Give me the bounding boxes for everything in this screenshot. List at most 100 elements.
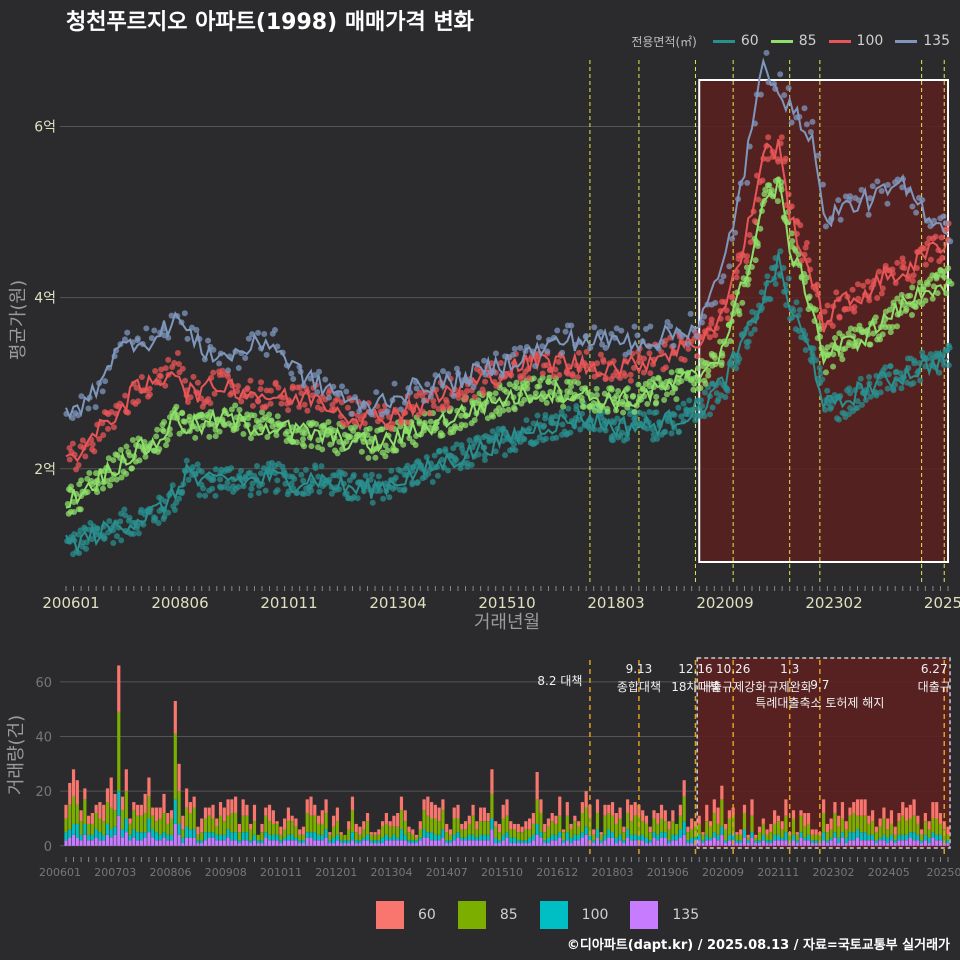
price-point-85 (736, 311, 743, 318)
price-point-100 (146, 391, 153, 398)
legend-swatch-135 (895, 39, 918, 43)
volume-bar-85 (509, 829, 513, 838)
volume-bar-135 (332, 843, 336, 846)
volume-bar-85 (226, 815, 230, 830)
price-point-100 (344, 404, 351, 411)
price-point-85 (532, 390, 539, 397)
price-point-135 (913, 209, 920, 216)
price-point-85 (228, 406, 235, 413)
volume-bar-60 (120, 796, 125, 811)
volume-bar-135 (418, 840, 422, 846)
price-point-135 (613, 325, 620, 332)
volume-bar-135 (524, 843, 528, 846)
volume-bar-85 (252, 821, 257, 835)
volume-bar-60 (554, 815, 558, 824)
price-point-135 (757, 91, 764, 98)
footer-credit: ©디아파트(dapt.kr) / 2025.08.13 / 자료=국토교통부 실… (566, 938, 950, 953)
volume-bar-135 (716, 840, 720, 846)
volume-bar-85 (301, 834, 306, 841)
volume-bar-85 (136, 815, 140, 833)
price-point-135 (729, 235, 736, 242)
volume-bar-85 (663, 821, 667, 833)
volume-bar-135 (283, 840, 287, 846)
volume-bar-135 (795, 843, 799, 846)
volume-bar-100 (143, 832, 147, 838)
volume-bar-85 (716, 823, 720, 835)
volume-bar-135 (739, 843, 743, 846)
volume-bar-100 (94, 829, 98, 838)
volume-bar-100 (893, 840, 897, 844)
volume-bar-100 (882, 834, 886, 841)
price-point-85 (908, 312, 915, 319)
volume-bar-85 (290, 821, 294, 835)
price-point-135 (397, 406, 404, 413)
price-point-135 (801, 105, 808, 112)
price-point-60 (847, 390, 854, 397)
price-point-60 (542, 435, 549, 442)
volume-bar-60 (207, 807, 211, 816)
volume-bar-85 (618, 818, 622, 835)
price-point-60 (523, 417, 530, 424)
volume-bar-100 (245, 832, 249, 841)
price-point-85 (68, 483, 75, 490)
price-point-85 (492, 390, 499, 397)
price-point-85 (635, 381, 642, 388)
price-point-60 (425, 470, 432, 477)
price-point-85 (568, 383, 575, 390)
price-point-60 (315, 473, 322, 480)
price-point-100 (66, 456, 73, 463)
price-point-135 (78, 393, 85, 400)
price-point-100 (280, 394, 287, 401)
volume-bar-60 (912, 799, 916, 816)
volume-bar-85 (682, 796, 686, 822)
volume-bar-85 (396, 826, 400, 838)
price-point-60 (200, 485, 207, 492)
volume-bar-85 (124, 791, 128, 819)
price-point-60 (289, 473, 296, 480)
price-point-60 (274, 487, 281, 494)
price-point-60 (94, 525, 101, 532)
volume-bar-100 (750, 832, 754, 838)
volume-bar-100 (565, 832, 569, 841)
volume-annotation-label: 8.2 대책 (537, 673, 582, 688)
volume-bar-135 (403, 840, 407, 846)
price-point-60 (302, 466, 309, 473)
price-point-60 (685, 411, 692, 418)
volume-bar-85 (362, 829, 366, 838)
price-point-85 (879, 331, 886, 338)
volume-bar-135 (309, 837, 313, 846)
volume-bar-135 (68, 837, 72, 846)
price-point-85 (678, 378, 685, 385)
volume-bar-135 (256, 843, 260, 846)
volume-bar-60 (275, 821, 279, 824)
volume-bar-100 (577, 834, 581, 841)
volume-x-tick-label: 201304 (371, 866, 413, 879)
price-point-100 (174, 350, 181, 357)
volume-bar-135 (203, 840, 208, 846)
price-point-135 (532, 363, 539, 370)
volume-annotation-label: 1.3 (780, 662, 799, 676)
volume-bar-100 (426, 832, 430, 838)
price-point-100 (685, 345, 692, 352)
price-point-100 (325, 390, 332, 397)
legend-item-100: 100 (828, 33, 883, 49)
price-point-100 (662, 364, 669, 371)
price-point-85 (94, 489, 101, 496)
volume-bar-135 (71, 834, 76, 846)
volume-legend-label-100: 100 (581, 907, 609, 923)
price-point-135 (837, 216, 844, 223)
price-point-100 (920, 245, 927, 252)
volume-bar-85 (554, 823, 558, 835)
volume-bar-60 (577, 821, 581, 827)
price-point-100 (743, 258, 750, 265)
volume-bar-135 (237, 843, 241, 846)
volume-bar-60 (607, 804, 611, 814)
volume-bar-60 (765, 829, 769, 835)
volume-bar-60 (916, 815, 920, 824)
price-point-135 (667, 323, 674, 330)
price-point-85 (308, 421, 315, 428)
price-point-85 (901, 302, 908, 309)
price-point-85 (788, 230, 795, 237)
volume-bar-60 (362, 821, 366, 830)
volume-bar-85 (479, 821, 483, 835)
